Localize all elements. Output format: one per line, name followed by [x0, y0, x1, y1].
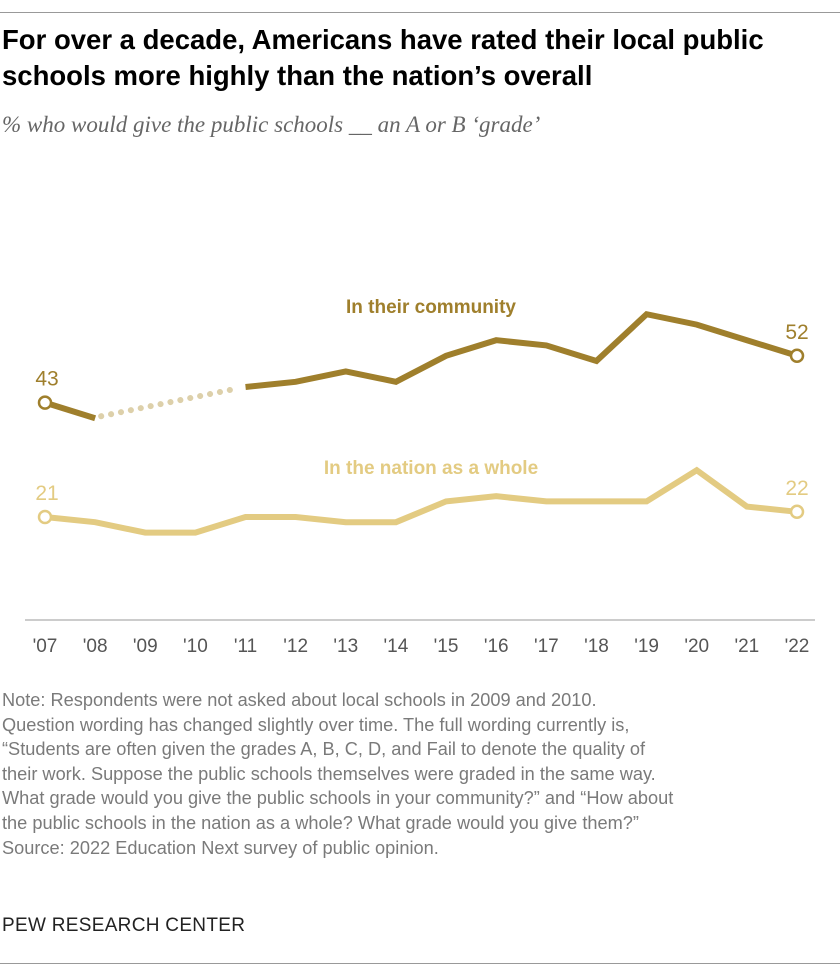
endpoint-marker	[789, 504, 805, 520]
line-chart: '07 '08 '09 '10 '11 '12 '13 '14 '15 '16 '17 '18 '19 '…	[25, 297, 815, 657]
x-tick-label: '16	[484, 636, 509, 657]
note-line: Question wording has changed slightly ov…	[2, 714, 630, 735]
series-line-nation	[44, 466, 798, 536]
x-tick-label: '18	[584, 636, 609, 657]
x-tick-label: '12	[283, 636, 308, 657]
chart-subtitle: % who would give the public schools __ a…	[2, 112, 541, 137]
series-line-community	[44, 399, 97, 422]
series-line-community	[245, 310, 798, 390]
data-label: 22	[785, 477, 808, 500]
x-tick-label: '20	[684, 636, 709, 657]
chart-title: For over a decade, Americans have rated …	[2, 24, 764, 91]
bottom-rule	[0, 963, 840, 964]
x-tick-label: '15	[434, 636, 459, 657]
x-tick-label: '07	[33, 636, 58, 657]
data-label: 43	[35, 368, 58, 391]
x-tick-label: '17	[534, 636, 559, 657]
brand-label: PEW RESEARCH CENTER	[2, 915, 246, 936]
note-line: What grade would you give the public sch…	[2, 788, 674, 809]
x-tick-label: '11	[234, 636, 257, 657]
x-tick-label: '21	[734, 636, 759, 657]
note-line: the public schools in the nation as a wh…	[2, 812, 639, 833]
data-label: 52	[785, 321, 808, 344]
x-tick-label: '22	[785, 636, 810, 657]
endpoint-marker	[37, 395, 53, 410]
source-line: Source: 2022 Education Next survey of pu…	[2, 837, 439, 858]
x-tick-label: '13	[333, 636, 358, 657]
series-label-community: In their community	[346, 297, 516, 318]
endpoint-marker	[37, 509, 53, 525]
series-label-nation: In the nation as a whole	[324, 458, 538, 479]
x-tick-label: '09	[133, 636, 158, 657]
data-label: 21	[35, 482, 58, 505]
endpoint-marker	[789, 348, 805, 364]
chart-note: Note: Respondents were not asked about l…	[2, 688, 838, 860]
top-rule	[0, 12, 840, 13]
x-tick-label: '08	[83, 636, 108, 657]
note-line: their work. Suppose the public schools t…	[2, 763, 656, 784]
note-line: “Students are often given the grades A, …	[2, 739, 646, 760]
x-tick-label: '14	[384, 636, 409, 657]
gap-connector	[98, 385, 243, 420]
x-tick-label: '10	[183, 636, 208, 657]
note-line: Note: Respondents were not asked about l…	[2, 690, 597, 710]
x-tick-label: '19	[634, 636, 659, 657]
